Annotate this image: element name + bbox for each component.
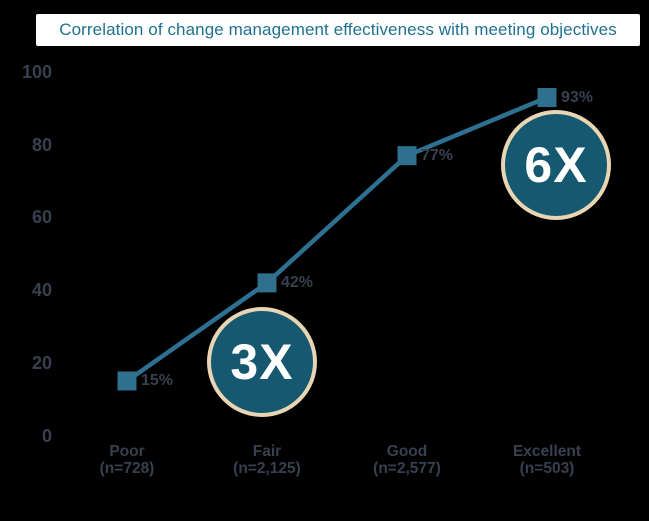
x-axis-label-good: Good (n=2,577)	[337, 443, 477, 477]
x-axis-label-excellent: Excellent (n=503)	[477, 443, 617, 477]
y-tick-label: 20	[31, 352, 52, 373]
category-name: Fair	[252, 443, 282, 460]
y-tick-label: 100	[21, 62, 52, 83]
point-value-label: 77%	[421, 146, 454, 164]
category-name: Good	[386, 443, 428, 460]
chart-title-box: Correlation of change management effecti…	[36, 14, 640, 46]
multiplier-badge-3x: 3X	[207, 307, 317, 417]
category-sample-size: (n=728)	[99, 460, 155, 477]
x-axis-label-fair: Fair (n=2,125)	[197, 443, 337, 477]
category-sample-size: (n=2,577)	[373, 460, 441, 477]
category-sample-size: (n=2,125)	[233, 460, 301, 477]
badge-label: 6X	[524, 137, 588, 193]
data-point-marker	[397, 146, 417, 166]
x-axis-label-poor: Poor (n=728)	[57, 443, 197, 477]
y-tick-label: 60	[31, 207, 52, 228]
category-sample-size: (n=503)	[519, 460, 575, 477]
y-tick-label: 0	[41, 425, 52, 446]
point-value-label: 42%	[281, 273, 314, 291]
trend-line	[125, 95, 548, 383]
point-value-label: 15%	[141, 371, 174, 389]
point-value-label: 93%	[561, 88, 594, 106]
y-tick-label: 40	[31, 280, 52, 301]
y-tick-label: 80	[31, 134, 52, 155]
badge-label: 3X	[230, 334, 294, 390]
chart-title: Correlation of change management effecti…	[59, 20, 617, 39]
data-point-marker	[537, 88, 557, 108]
multiplier-badge-6x: 6X	[501, 110, 611, 220]
category-name: Poor	[109, 443, 145, 460]
category-name: Excellent	[512, 443, 582, 460]
data-point-marker	[257, 273, 277, 293]
data-point-marker	[117, 371, 137, 391]
